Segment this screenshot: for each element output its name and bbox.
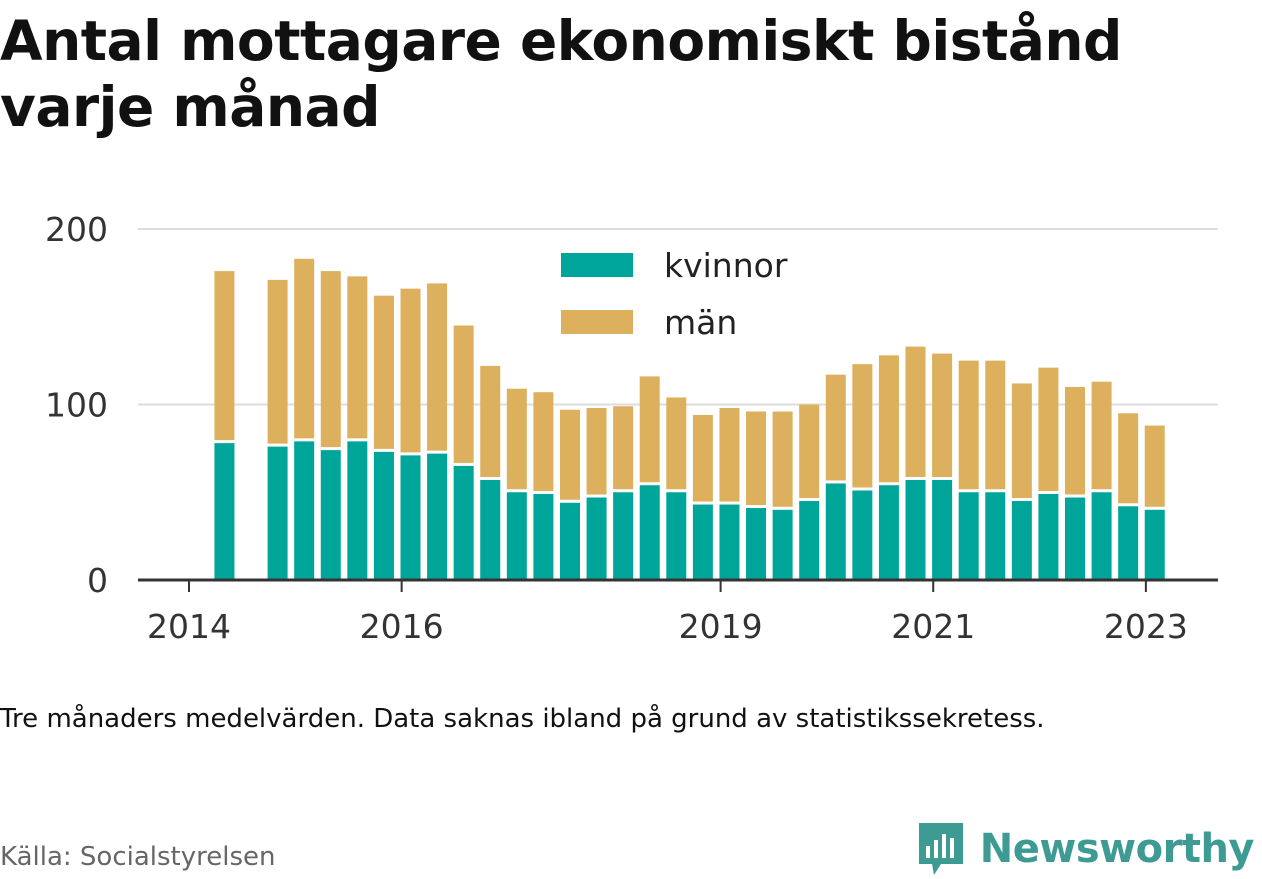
legend-label-kvinnor: kvinnor [664, 246, 788, 285]
bar-kvinnor [1011, 501, 1032, 580]
newsworthy-logo-icon [918, 823, 963, 875]
chart-title: Antal mottagare ekonomiskt bistånd varje… [0, 9, 1122, 139]
bar-man [985, 360, 1006, 490]
bar-man [958, 360, 979, 490]
stacked-bar-chart: 0 100 200 2014 2016 2019 2021 2023 kvinnor män [45, 210, 1218, 646]
bar-man [825, 374, 846, 481]
brand-name: Newsworthy [979, 826, 1255, 872]
bar-man [559, 409, 580, 500]
bar-kvinnor [373, 451, 394, 580]
bar-kvinnor [666, 492, 687, 580]
bar-kvinnor [932, 479, 953, 580]
bar-man [799, 404, 820, 499]
bar-man [852, 364, 873, 488]
bar-kvinnor [347, 441, 368, 580]
y-tick-label: 200 [45, 210, 108, 249]
bar-kvinnor [692, 504, 713, 580]
bar-kvinnor [453, 465, 474, 580]
legend: kvinnor män [561, 246, 788, 342]
bar-man [932, 353, 953, 477]
bar-kvinnor [985, 492, 1006, 580]
bar-man [1091, 381, 1112, 490]
bar-kvinnor [267, 446, 288, 580]
x-tick-label: 2019 [679, 607, 763, 646]
bar-man [666, 397, 687, 490]
bar-kvinnor [905, 479, 926, 580]
bar-kvinnor [533, 494, 554, 580]
bar-kvinnor [852, 490, 873, 580]
bar-man [267, 279, 288, 444]
bar-man [453, 325, 474, 463]
bar-kvinnor [772, 509, 793, 580]
bar-man [400, 288, 421, 453]
newsworthy-logo[interactable]: Newsworthy [916, 820, 1255, 878]
bar-man [480, 365, 501, 477]
bar-man [719, 408, 740, 502]
bar-man [613, 406, 634, 490]
bar-man [373, 295, 394, 449]
bar-kvinnor [639, 485, 660, 580]
bar-kvinnor [214, 443, 235, 580]
bar-man [214, 271, 235, 441]
bar-kvinnor [825, 483, 846, 580]
axis-ticks: 0 100 200 2014 2016 2019 2021 2023 [45, 210, 1188, 646]
bar-kvinnor [878, 485, 899, 580]
bar-kvinnor [1118, 506, 1139, 580]
bar-kvinnor [719, 504, 740, 580]
chart-note: Tre månaders medelvärden. Data saknas ib… [0, 704, 1045, 734]
bar-kvinnor [400, 455, 421, 580]
bar-man [1011, 383, 1032, 499]
y-tick-label: 100 [45, 386, 108, 425]
bar-man [347, 276, 368, 439]
bar-kvinnor [1038, 494, 1059, 580]
bar-man [1118, 413, 1139, 504]
bar-man [746, 411, 767, 506]
bar-man [506, 388, 527, 490]
bar-kvinnor [799, 501, 820, 580]
bar-kvinnor [1091, 492, 1112, 580]
bar-man [1065, 386, 1085, 495]
bar-man [692, 415, 713, 502]
bar-kvinnor [958, 492, 979, 580]
x-tick-label: 2021 [891, 607, 975, 646]
x-tick-label: 2014 [147, 607, 231, 646]
bar-kvinnor [506, 492, 527, 580]
x-tick-label: 2016 [360, 607, 444, 646]
y-tick-label: 0 [87, 561, 108, 600]
bars [214, 258, 1165, 580]
bar-man [1144, 425, 1165, 507]
bar-man [427, 283, 448, 451]
bar-kvinnor [559, 502, 580, 580]
bar-man [320, 271, 341, 448]
legend-swatch-man [561, 310, 633, 334]
bar-man [586, 408, 607, 495]
source-text: Källa: Socialstyrelsen [0, 842, 276, 872]
bar-man [639, 376, 660, 483]
legend-swatch-kvinnor [561, 253, 633, 277]
bar-kvinnor [320, 450, 341, 580]
bar-man [294, 258, 315, 439]
bar-kvinnor [427, 453, 448, 580]
bar-kvinnor [294, 441, 315, 580]
bar-man [533, 392, 554, 492]
legend-label-man: män [664, 303, 737, 342]
bar-kvinnor [1144, 509, 1165, 580]
bar-man [772, 411, 793, 507]
bar-kvinnor [613, 492, 634, 580]
bar-man [878, 355, 899, 483]
bar-kvinnor [586, 497, 607, 580]
bar-man [905, 346, 926, 477]
bar-kvinnor [746, 508, 767, 580]
bar-kvinnor [480, 479, 501, 580]
bar-kvinnor [1065, 497, 1085, 580]
x-tick-label: 2023 [1104, 607, 1188, 646]
bar-man [1038, 367, 1059, 492]
